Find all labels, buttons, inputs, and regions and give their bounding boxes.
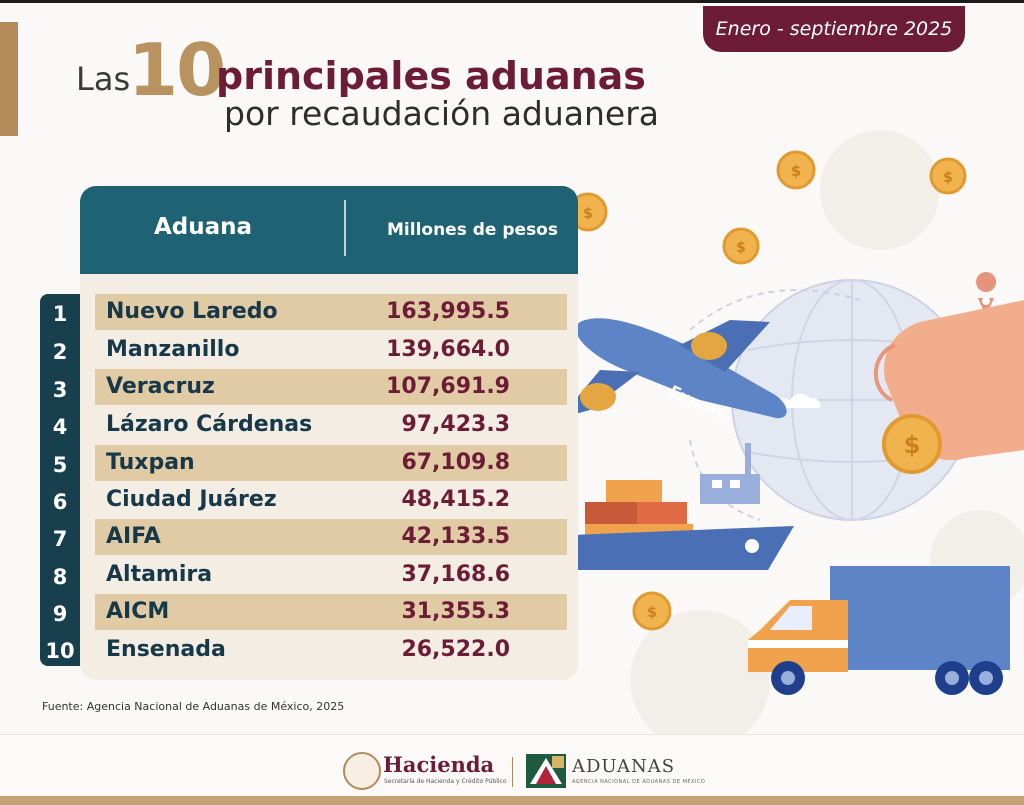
aduana-name: AICM bbox=[106, 599, 170, 624]
rank-number: 8 bbox=[52, 565, 68, 589]
airplane-icon: Export bbox=[560, 318, 787, 424]
truck-icon bbox=[748, 566, 1010, 695]
aduana-name: Tuxpan bbox=[106, 450, 195, 475]
table-row: Ensenada 26,522.0 bbox=[95, 632, 567, 668]
rank-number: 3 bbox=[52, 378, 68, 402]
aduana-name: Ensenada bbox=[106, 637, 226, 662]
table-row: Tuxpan 67,109.8 bbox=[95, 445, 567, 481]
svg-text:$: $ bbox=[943, 170, 953, 186]
aduana-name: Ciudad Juárez bbox=[106, 487, 277, 512]
coin-icon: $ $ $ $ $ $ bbox=[568, 150, 967, 631]
rank-number: 2 bbox=[52, 340, 68, 364]
hacienda-subtitle: Secretaría de Hacienda y Crédito Público bbox=[384, 778, 507, 785]
rank-number: 4 bbox=[52, 415, 68, 439]
location-pin-icon bbox=[976, 272, 997, 316]
hacienda-logo-text: Hacienda bbox=[383, 752, 495, 777]
svg-text:$: $ bbox=[736, 240, 746, 256]
accent-bar bbox=[0, 22, 18, 136]
aduana-name: Lázaro Cárdenas bbox=[106, 412, 313, 437]
table-row: AICM 31,355.3 bbox=[95, 594, 567, 630]
column-header-value: Millones de pesos bbox=[387, 220, 558, 240]
rank-number: 1 bbox=[52, 302, 68, 326]
aduana-name: Altamira bbox=[106, 562, 213, 587]
hacienda-seal-icon bbox=[343, 752, 381, 790]
top-border bbox=[0, 0, 1024, 3]
aduana-value: 97,423.3 bbox=[401, 412, 510, 437]
bottom-bar bbox=[0, 796, 1024, 805]
aduana-name: Veracruz bbox=[106, 374, 215, 399]
aduana-value: 37,168.6 bbox=[401, 562, 510, 587]
column-header-aduana: Aduana bbox=[154, 214, 253, 240]
table-row: Lázaro Cárdenas 97,423.3 bbox=[95, 407, 567, 443]
svg-text:$: $ bbox=[583, 206, 593, 222]
aduana-value: 42,133.5 bbox=[401, 524, 510, 549]
table-row: AIFA 42,133.5 bbox=[95, 519, 567, 555]
table-row: Ciudad Juárez 48,415.2 bbox=[95, 482, 567, 518]
rank-column: 1 2 3 4 5 6 7 8 9 10 bbox=[40, 294, 80, 666]
aduana-name: Nuevo Laredo bbox=[106, 299, 278, 324]
source-note: Fuente: Agencia Nacional de Aduanas de M… bbox=[42, 700, 345, 713]
footer-divider bbox=[512, 757, 513, 787]
aduana-value: 48,415.2 bbox=[401, 487, 510, 512]
table-row: Nuevo Laredo 163,995.5 bbox=[95, 294, 567, 330]
header-divider bbox=[344, 200, 346, 256]
aduana-name: AIFA bbox=[106, 524, 161, 549]
rank-number: 9 bbox=[52, 602, 68, 626]
aduana-name: Manzanillo bbox=[106, 337, 240, 362]
aduana-value: 31,355.3 bbox=[401, 599, 510, 624]
rank-number: 5 bbox=[52, 453, 68, 477]
rank-number: 10 bbox=[45, 639, 75, 663]
table-row: Altamira 37,168.6 bbox=[95, 557, 567, 593]
table-row: Veracruz 107,691.9 bbox=[95, 369, 567, 405]
table-row: Manzanillo 139,664.0 bbox=[95, 332, 567, 368]
aduana-value: 67,109.8 bbox=[401, 450, 510, 475]
rank-number: 7 bbox=[52, 527, 68, 551]
period-badge: Enero - septiembre 2025 bbox=[703, 6, 965, 52]
aduanas-logo-text: ADUANAS bbox=[572, 756, 676, 777]
title-prefix: Las bbox=[76, 60, 131, 98]
aduanas-logo-icon bbox=[526, 754, 566, 788]
svg-text:$: $ bbox=[647, 605, 657, 621]
rank-number: 6 bbox=[52, 490, 68, 514]
ship-icon bbox=[548, 443, 794, 570]
svg-text:$: $ bbox=[791, 162, 801, 180]
title-subtitle: por recaudación aduanera bbox=[224, 94, 660, 133]
title-main: principales aduanas bbox=[216, 54, 646, 98]
aduana-value: 26,522.0 bbox=[401, 637, 510, 662]
aduana-value: 163,995.5 bbox=[386, 299, 510, 324]
title-number: 10 bbox=[128, 28, 226, 112]
table-header: Aduana Millones de pesos bbox=[80, 186, 578, 274]
svg-text:$: $ bbox=[904, 431, 921, 459]
aduana-value: 107,691.9 bbox=[386, 374, 510, 399]
aduanas-subtitle: AGENCIA NACIONAL DE ADUANAS DE MÉXICO bbox=[572, 779, 706, 785]
aduana-value: 139,664.0 bbox=[386, 337, 510, 362]
